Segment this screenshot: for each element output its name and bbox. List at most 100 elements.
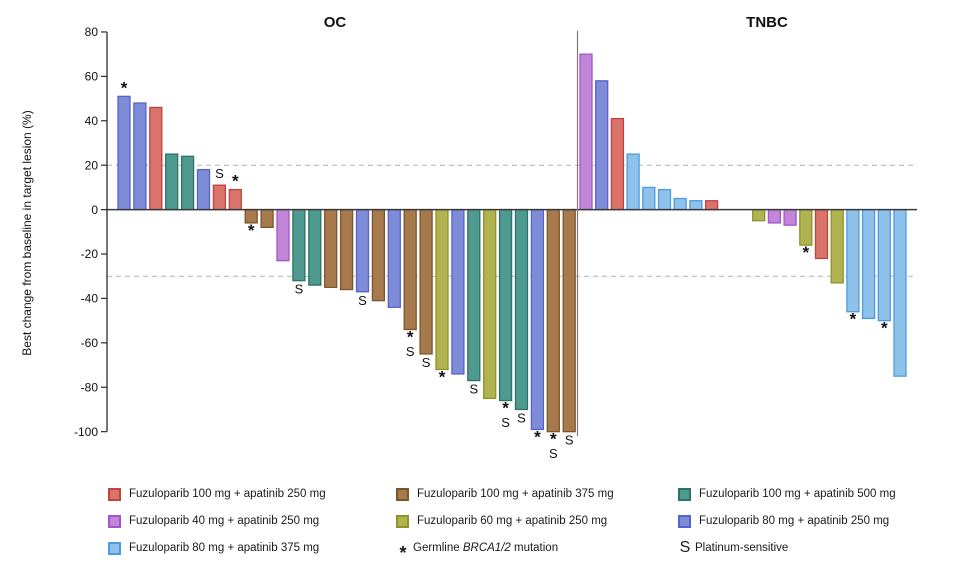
bar [180,155,195,211]
bar [308,208,322,286]
y-tick-label: 60 [85,70,99,84]
bar [371,208,386,302]
y-tick-label: -20 [81,247,99,261]
bar [498,208,513,402]
legend-label: Germline BRCA1/2 mutation [413,542,559,554]
bar-annotation-brca: * [850,310,857,329]
y-tick-label: 0 [91,203,98,217]
bar-annotation-brca: * [802,243,809,262]
bar-annotation-platinum-sensitive: S [501,415,510,430]
y-tick-label: -100 [74,425,98,439]
legend-swatch-brown [396,487,409,501]
bar [451,208,465,375]
bar [861,208,876,320]
legend-label: Fuzuloparib 100 mg + apatinib 500 mg [699,488,896,500]
bar [483,208,497,400]
bar [355,208,370,293]
bar [752,208,766,222]
legend-item-f100a250: Fuzuloparib 100 mg + apatinib 250 mg [108,486,326,502]
panel-title: OC [324,14,347,31]
bar-annotation-brca: * [121,78,128,97]
bar [467,208,481,382]
asterisk-marker-icon: * [399,543,407,563]
bar [657,188,672,211]
legend-label: Fuzuloparib 60 mg + apatinib 250 mg [417,515,608,527]
bar-annotation-platinum-sensitive: S [295,282,304,297]
legend-item-brca-marker: * Germline BRCA1/2 mutation [396,540,559,563]
bar [893,208,907,377]
waterfall-chart: Best change from baseline in target lesi… [20,14,917,461]
legend-item-ps-marker: S Platinum-sensitive [678,539,789,556]
legend-label: Fuzuloparib 80 mg + apatinib 375 mg [129,542,320,554]
y-tick-label: 80 [85,25,99,39]
bar-annotation-platinum-sensitive: S [358,293,367,308]
legend-swatch-lightblue [108,541,121,555]
bar [626,153,640,211]
bar [704,200,719,211]
y-tick-label: 40 [85,114,99,128]
y-axis-label: Best change from baseline in target lesi… [20,110,34,355]
y-tick-label: -80 [81,380,99,394]
bar [260,208,274,229]
legend-swatch-olive [396,514,409,528]
bar-annotation-platinum-sensitive: S [215,166,224,181]
legend-swatch-purple [108,514,121,528]
bar [339,208,354,291]
bar [673,197,687,211]
bar-annotation-brca: * [248,221,255,240]
bar-annotation-brca: * [881,319,888,338]
legend-label: Fuzuloparib 100 mg + apatinib 250 mg [129,488,326,500]
bar [642,186,656,211]
bar [435,208,449,371]
legend-label: Platinum-sensitive [695,542,789,554]
bar-annotation-brca: * [502,399,509,418]
y-tick-label: 20 [85,158,99,172]
legend-item-f80a250: Fuzuloparib 80 mg + apatinib 250 mg [678,513,889,529]
legend-swatch-teal [678,487,691,501]
bar [767,208,782,224]
bar [595,80,609,211]
bar-annotation-platinum-sensitive: S [549,446,558,461]
bar [799,208,813,246]
bar [877,208,891,322]
chart-legend: Fuzuloparib 100 mg + apatinib 250 mg Fuz… [0,478,976,578]
bar-annotation-platinum-sensitive: S [517,410,526,425]
legend-item-f100a375: Fuzuloparib 100 mg + apatinib 375 mg [396,486,614,502]
bar [212,184,227,211]
bar [783,208,797,226]
s-marker-icon: S [679,539,691,556]
bar [117,95,131,211]
legend-swatch-red [108,487,121,501]
bar [276,208,290,262]
bar-annotation-platinum-sensitive: S [422,355,431,370]
legend-item-f40a250: Fuzuloparib 40 mg + apatinib 250 mg [108,513,319,529]
y-tick-label: -40 [81,292,99,306]
y-tick-label: -60 [81,336,99,350]
bar [387,208,401,308]
legend-label: Fuzuloparib 40 mg + apatinib 250 mg [129,515,320,527]
bar [149,106,163,211]
bar [546,208,560,433]
bar-annotation-brca: * [407,328,414,347]
bar-annotation-platinum-sensitive: S [406,344,415,359]
legend-item-f60a250: Fuzuloparib 60 mg + apatinib 250 mg [396,513,607,529]
bar-annotation-platinum-sensitive: S [565,433,574,448]
bar-annotation-brca: * [550,430,557,449]
bar [562,208,576,433]
bar [610,117,625,211]
bar [689,200,703,211]
bar [292,208,306,282]
bar [530,208,545,431]
legend-item-f100a500: Fuzuloparib 100 mg + apatinib 500 mg [678,486,896,502]
bar [133,102,147,211]
legend-label: Fuzuloparib 80 mg + apatinib 250 mg [699,515,890,527]
bar [830,208,844,284]
bar [403,208,417,331]
bar-annotation-brca: * [534,427,541,446]
bar [846,208,860,313]
panel-title: TNBC [746,14,788,31]
bar-annotation-platinum-sensitive: S [469,382,478,397]
bar [419,208,433,355]
legend-item-f80a375: Fuzuloparib 80 mg + apatinib 375 mg [108,540,319,556]
